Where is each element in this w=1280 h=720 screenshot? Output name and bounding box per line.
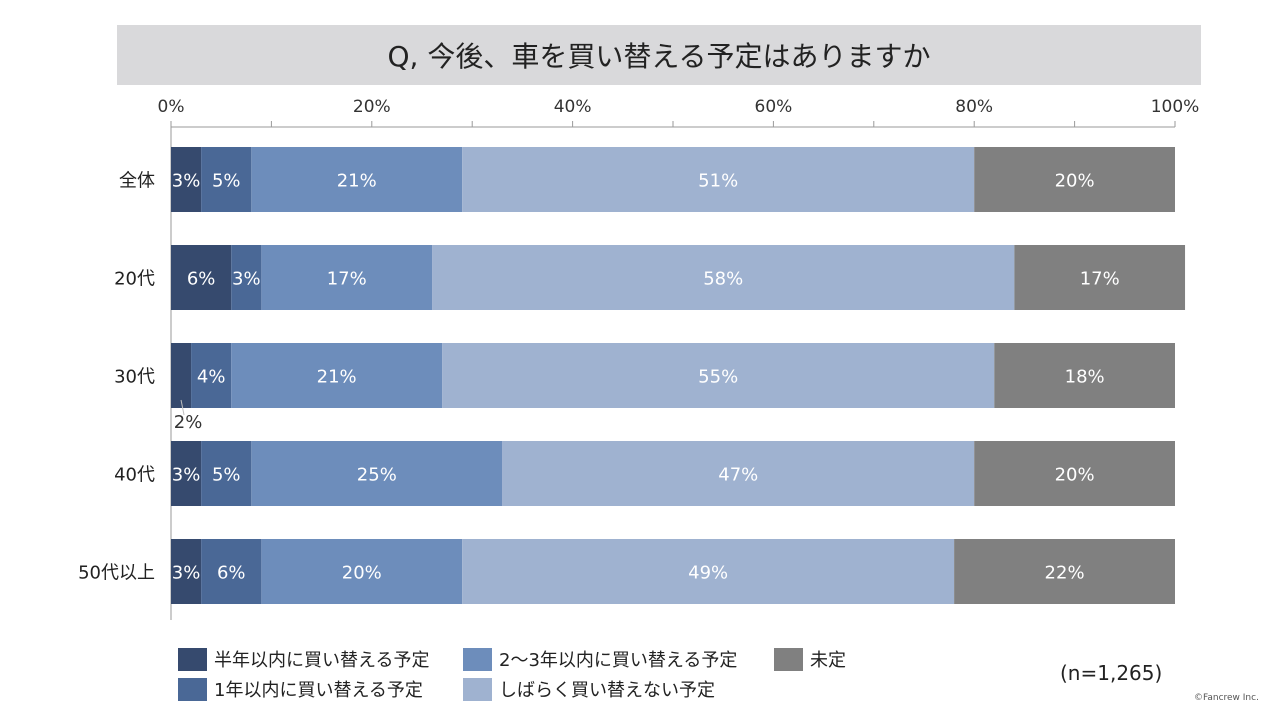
data-label: 51% xyxy=(698,171,738,192)
legend-swatch xyxy=(463,677,492,701)
x-tick-label: 80% xyxy=(955,97,993,117)
data-label: 47% xyxy=(718,465,758,486)
data-label: 2% xyxy=(174,412,203,433)
data-label: 21% xyxy=(337,171,377,192)
copyright-text: ©Fancrew Inc. xyxy=(1194,693,1259,703)
bar-segment xyxy=(171,441,202,506)
bar-segment xyxy=(201,147,252,212)
bar-segment xyxy=(954,539,1175,604)
bar-segment xyxy=(261,245,433,310)
data-label: 6% xyxy=(217,563,246,584)
data-label: 58% xyxy=(703,269,743,290)
data-label: 17% xyxy=(1080,269,1120,290)
leader-line xyxy=(180,399,185,416)
legend-label: しばらく買い替えない予定 xyxy=(499,680,715,701)
legend-label: 2～3年以内に買い替える予定 xyxy=(499,650,738,671)
legend-swatch xyxy=(463,647,492,671)
data-label: 17% xyxy=(327,269,367,290)
bar-segment xyxy=(171,343,192,408)
chart-title-box: Q, 今後、車を買い替える予定はありますか xyxy=(117,25,1201,85)
bar-segment xyxy=(462,539,955,604)
bar-segment xyxy=(261,539,463,604)
x-tick-label: 60% xyxy=(755,97,793,117)
legend-swatch xyxy=(178,677,207,701)
data-label: 3% xyxy=(172,465,201,486)
legend-item-one-year: 1年以内に買い替える予定 xyxy=(178,676,423,702)
data-label: 20% xyxy=(342,563,382,584)
chart-title: Q, 今後、車を買い替える予定はありますか xyxy=(387,40,931,73)
data-label: 3% xyxy=(172,563,201,584)
bar-segment xyxy=(171,539,202,604)
x-tick-label: 0% xyxy=(158,97,185,117)
bar-segment xyxy=(442,343,995,408)
legend-item-not-soon: しばらく買い替えない予定 xyxy=(463,676,715,702)
bar-segment xyxy=(231,343,443,408)
legend-label: 半年以内に買い替える予定 xyxy=(214,650,430,671)
data-label: 20% xyxy=(1055,465,1095,486)
legend-item-two-three-years: 2～3年以内に買い替える予定 xyxy=(463,646,737,672)
data-label: 22% xyxy=(1045,563,1085,584)
data-label: 4% xyxy=(197,367,226,388)
data-label: 49% xyxy=(688,563,728,584)
legend-label: 1年以内に買い替える予定 xyxy=(214,680,423,701)
category-label: 20代 xyxy=(114,269,155,290)
bar-segment xyxy=(1014,245,1186,310)
bar-segment xyxy=(502,441,975,506)
data-label: 3% xyxy=(232,269,261,290)
category-label: 30代 xyxy=(114,367,155,388)
data-label: 55% xyxy=(698,367,738,388)
bar-segment xyxy=(994,343,1175,408)
bar-segment xyxy=(251,441,503,506)
legend-label: 未定 xyxy=(810,650,846,671)
bar-segment xyxy=(974,441,1175,506)
bar-segment xyxy=(251,147,463,212)
bar-segment xyxy=(462,147,975,212)
bar-segment xyxy=(231,245,262,310)
category-label: 40代 xyxy=(114,465,155,486)
data-label: 20% xyxy=(1055,171,1095,192)
data-label: 18% xyxy=(1065,367,1105,388)
data-label: 25% xyxy=(357,465,397,486)
category-label: 全体 xyxy=(119,171,155,192)
data-label: 5% xyxy=(212,171,241,192)
bar-segment xyxy=(201,539,262,604)
bar-segment xyxy=(432,245,1015,310)
bar-segment xyxy=(201,441,252,506)
legend-item-undecided: 未定 xyxy=(774,646,846,672)
bar-segment xyxy=(974,147,1175,212)
legend-swatch xyxy=(178,647,207,671)
x-tick-label: 20% xyxy=(353,97,391,117)
legend-swatch xyxy=(774,647,803,671)
data-label: 3% xyxy=(172,171,201,192)
x-tick-label: 40% xyxy=(554,97,592,117)
category-label: 50代以上 xyxy=(78,563,155,584)
bar-segment xyxy=(171,245,232,310)
data-label: 6% xyxy=(187,269,216,290)
x-tick-label: 100% xyxy=(1151,97,1200,117)
sample-size-note: (n=1,265) xyxy=(1060,661,1163,685)
legend-item-half-year: 半年以内に買い替える予定 xyxy=(178,646,429,672)
bar-segment xyxy=(171,147,202,212)
data-label: 5% xyxy=(212,465,241,486)
data-label: 21% xyxy=(317,367,357,388)
bar-segment xyxy=(191,343,232,408)
